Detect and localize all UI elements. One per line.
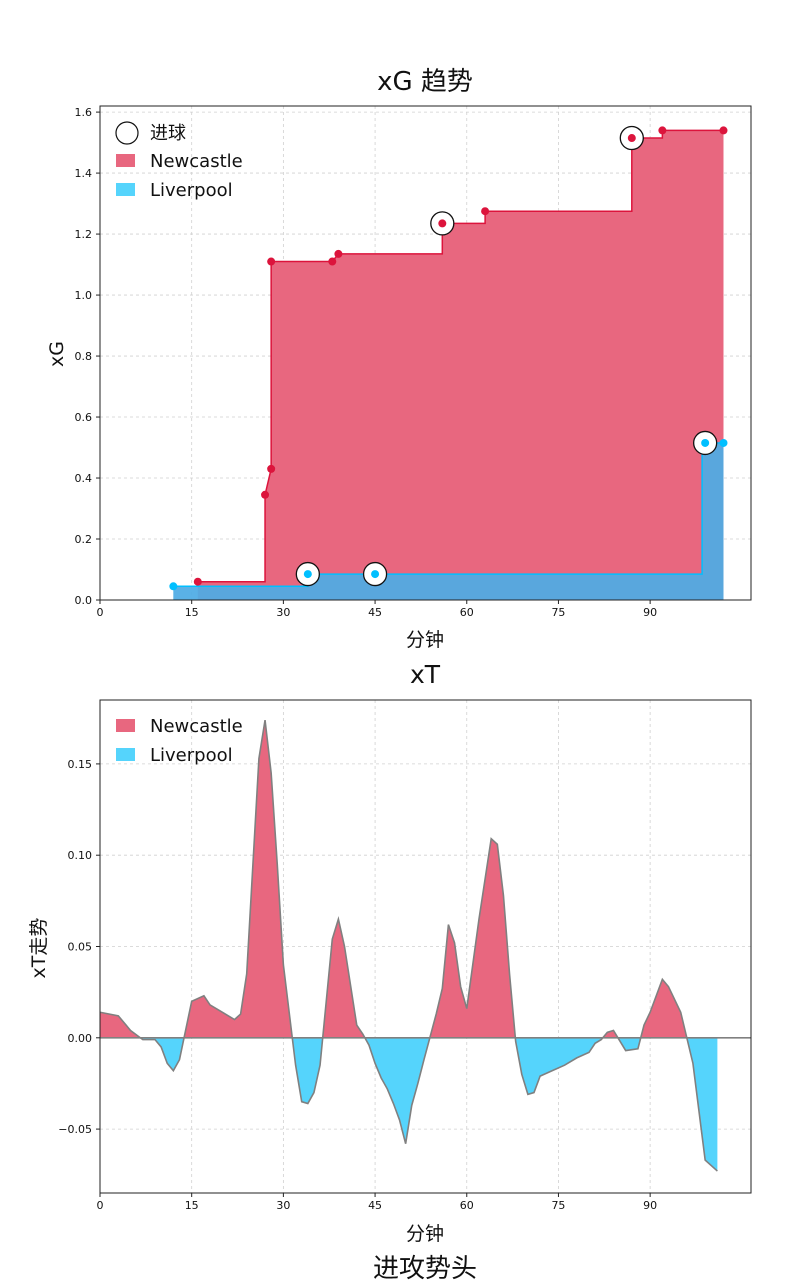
x-tick-label: 60 — [460, 606, 474, 619]
y-tick-label: 0.0 — [75, 594, 93, 607]
footer-caption: 进攻势头 — [373, 1254, 477, 1284]
newcastle-shot-point — [261, 490, 270, 499]
legend-newcastle-label: Newcastle — [150, 716, 243, 737]
newcastle-shot-point — [193, 577, 202, 586]
xt-x-axis-label: 分钟 — [406, 1223, 444, 1245]
y-tick-label: 0.10 — [68, 849, 93, 862]
legend-newcastle-swatch — [116, 719, 135, 732]
liverpool-xt-area — [100, 1037, 718, 1172]
x-tick-label: 45 — [368, 606, 382, 619]
newcastle-shot-point — [481, 207, 490, 216]
xg-x-axis-label: 分钟 — [406, 629, 444, 651]
newcastle-shot-point — [267, 257, 276, 266]
legend-liverpool-swatch — [116, 748, 135, 761]
xt-chart-title: xT — [410, 660, 441, 689]
newcastle-xg-line — [197, 129, 724, 583]
xt-gridlines — [100, 700, 751, 1193]
xt-chart: xT 0 15 30 45 60 75 90 −0.05 0.00 0.05 0.10 0.15 分… — [28, 660, 752, 1245]
xg-legend: 进球 Newcastle Liverpool — [115, 121, 243, 201]
legend-liverpool-label: Liverpool — [150, 745, 233, 766]
xg-areas — [173, 130, 724, 600]
xg-y-ticks: 0.0 0.2 0.4 0.6 0.8 1.0 1.2 1.4 1.6 — [75, 106, 100, 607]
y-tick-label: 0.6 — [75, 411, 93, 424]
y-tick-label: 1.0 — [75, 289, 93, 302]
y-tick-label: 0.2 — [75, 533, 93, 546]
y-tick-label: 0.05 — [68, 941, 93, 954]
legend-newcastle-label: Newcastle — [150, 151, 243, 172]
legend-liverpool-swatch — [116, 183, 135, 196]
newcastle-xg-area — [197, 130, 724, 600]
liverpool-shot-point — [719, 438, 728, 447]
y-tick-label: 0.4 — [75, 472, 93, 485]
x-tick-label: 75 — [551, 1199, 565, 1212]
y-tick-label: 1.2 — [75, 228, 93, 241]
x-tick-label: 30 — [276, 606, 290, 619]
liverpool-shot-point — [169, 582, 178, 591]
x-tick-label: 30 — [276, 1199, 290, 1212]
liverpool-shot-point — [371, 570, 380, 579]
xg-shot-points — [169, 126, 728, 591]
xt-areas — [100, 720, 718, 1172]
newcastle-shot-point — [658, 126, 667, 135]
x-tick-label: 0 — [97, 1199, 104, 1212]
y-tick-label: −0.05 — [58, 1123, 92, 1136]
y-tick-label: 0.15 — [68, 758, 93, 771]
x-tick-label: 60 — [460, 1199, 474, 1212]
newcastle-xt-area — [100, 720, 718, 1038]
newcastle-shot-point — [267, 464, 276, 473]
xg-x-ticks: 0 15 30 45 60 75 90 — [97, 600, 657, 619]
xt-x-ticks: 0 15 30 45 60 75 90 — [97, 1193, 657, 1212]
x-tick-label: 75 — [551, 606, 565, 619]
legend-goal-label: 进球 — [150, 123, 186, 144]
xg-chart-title: xG 趋势 — [377, 67, 473, 97]
xt-y-ticks: −0.05 0.00 0.05 0.10 0.15 — [58, 758, 100, 1136]
newcastle-shot-point — [438, 219, 447, 228]
legend-newcastle-swatch — [116, 154, 135, 167]
newcastle-shot-point — [328, 257, 337, 266]
newcastle-shot-point — [719, 126, 728, 135]
liverpool-shot-point — [701, 438, 710, 447]
liverpool-overlap-area — [173, 442, 724, 600]
y-tick-label: 0.8 — [75, 350, 93, 363]
xg-trend-chart: xG 趋势 0 15 30 45 60 75 90 0.0 0.2 0.4 0.6 0.8 1.0 1.… — [46, 67, 752, 651]
xg-y-axis-label: xG — [46, 341, 68, 367]
legend-goal-marker — [115, 121, 139, 145]
newcastle-shot-point — [627, 134, 636, 143]
xg-plot-frame — [99, 105, 752, 601]
legend-liverpool-label: Liverpool — [150, 180, 233, 201]
x-tick-label: 45 — [368, 1199, 382, 1212]
xt-legend: Newcastle Liverpool — [116, 716, 243, 766]
x-tick-label: 15 — [185, 1199, 199, 1212]
x-tick-label: 15 — [185, 606, 199, 619]
newcastle-shot-point — [334, 249, 343, 258]
y-tick-label: 0.00 — [68, 1032, 93, 1045]
x-tick-label: 90 — [643, 1199, 657, 1212]
y-tick-label: 1.4 — [75, 167, 93, 180]
xt-y-axis-label: xT走势 — [28, 918, 50, 979]
y-tick-label: 1.6 — [75, 106, 93, 119]
x-tick-label: 0 — [97, 606, 104, 619]
x-tick-label: 90 — [643, 606, 657, 619]
liverpool-shot-point — [303, 570, 312, 579]
xt-line — [99, 719, 718, 1172]
